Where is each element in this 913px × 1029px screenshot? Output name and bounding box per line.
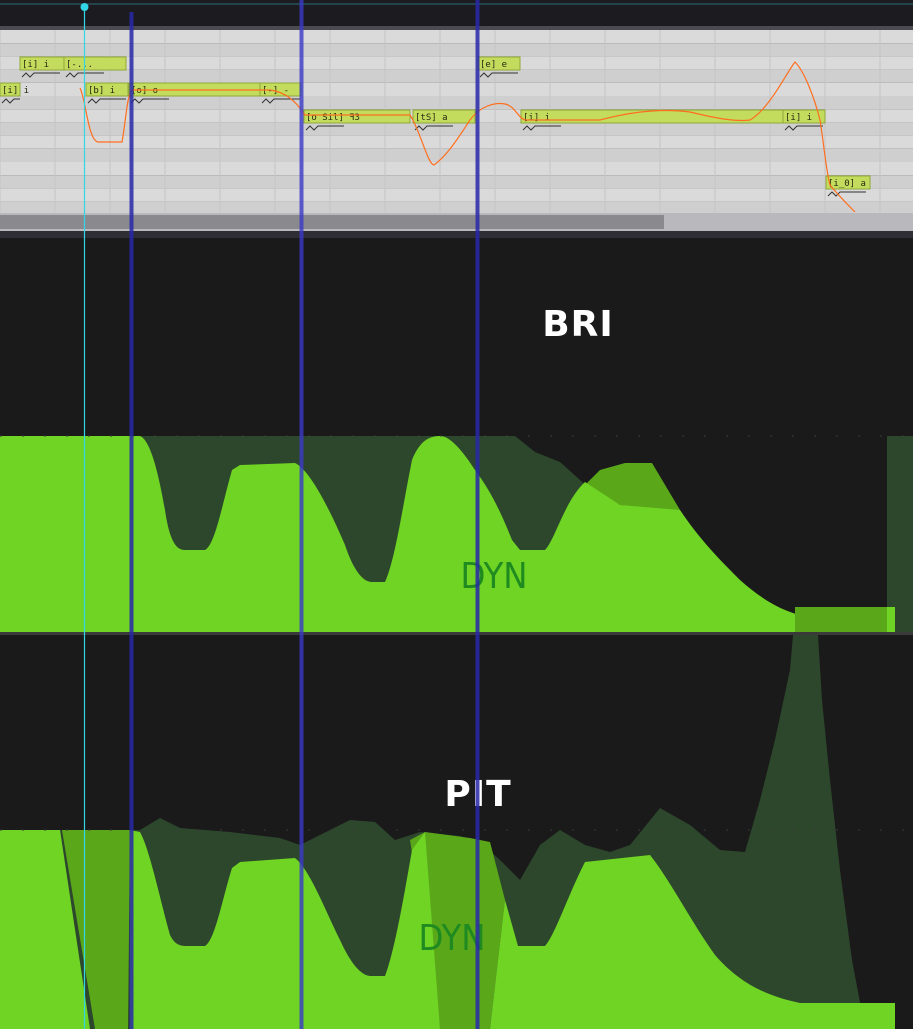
horizontal-scrollbar-thumb[interactable]	[0, 215, 664, 229]
note-body[interactable]	[85, 82, 129, 97]
pit-mid-left	[62, 830, 130, 1029]
note-block[interactable]: [tS] a	[412, 109, 476, 131]
grid-row[interactable]	[0, 96, 913, 110]
note-envelope-icon[interactable]	[65, 72, 104, 78]
note-label: [e] e	[480, 60, 507, 70]
grid-row[interactable]	[0, 175, 913, 189]
note-envelope-icon[interactable]	[827, 191, 866, 197]
note-envelope-icon[interactable]	[87, 98, 126, 104]
pitch-curve[interactable]	[79, 61, 856, 213]
note-envelope-icon[interactable]	[414, 125, 453, 131]
note-block[interactable]: [b] i	[85, 82, 129, 104]
note-envelope-icon[interactable]	[261, 98, 300, 104]
note-label: [i] i	[785, 113, 812, 123]
pit-bright-main	[130, 830, 895, 1029]
note-body[interactable]	[63, 56, 127, 71]
grid-row[interactable]	[0, 162, 913, 176]
grid-row[interactable]	[0, 135, 913, 149]
note-envelope-icon[interactable]	[784, 125, 823, 131]
note-label: [o Sil] ꟻ3	[306, 113, 360, 123]
note-body[interactable]	[412, 109, 476, 124]
bri-bright-curve	[0, 436, 895, 632]
piano-roll-editor[interactable]: [i] i[i] i[-...[b] i [o] o [-] -[o Sil] ꟻ3…	[0, 0, 913, 238]
bri-tail	[795, 607, 895, 632]
bri-dim-edge	[887, 436, 913, 632]
note-envelope-icon[interactable]	[522, 125, 561, 131]
note-block[interactable]: [-...	[63, 56, 127, 78]
note-label: [i_0] a	[828, 179, 866, 189]
parameter-lanes[interactable]: BRI DYN PIT DYN	[0, 238, 913, 1029]
grid-row[interactable]	[0, 201, 913, 215]
bri-tail-edge	[887, 607, 895, 632]
roll-bottom-border	[0, 231, 913, 238]
note-label: [i] i	[22, 60, 49, 70]
note-block[interactable]: [o Sil] ꟻ3	[303, 109, 411, 131]
note-envelope-icon[interactable]	[479, 72, 518, 78]
note-label: [i] i	[523, 113, 550, 123]
lane-divider	[0, 632, 913, 635]
grid-row[interactable]	[0, 148, 913, 162]
note-body[interactable]	[0, 82, 21, 97]
note-block[interactable]: [e] e	[477, 56, 521, 78]
timeline-ruler[interactable]	[0, 0, 913, 28]
note-label: [b] i	[88, 86, 115, 96]
grid-row[interactable]	[0, 69, 913, 83]
ruler-edge	[0, 26, 913, 30]
lane-title-pit: PIT	[444, 774, 511, 815]
note-label: [i] i	[2, 86, 29, 96]
note-block[interactable]: [i] i	[0, 82, 29, 104]
note-label: [tS] a	[415, 113, 448, 123]
note-block[interactable]: [i] i	[19, 56, 65, 78]
note-envelope-icon[interactable]	[130, 98, 169, 104]
lane-subtitle-pit: DYN	[419, 918, 486, 959]
note-block[interactable]: [i_0] a	[825, 175, 871, 197]
grid-row[interactable]	[0, 43, 913, 57]
lane-bri[interactable]: BRI DYN	[0, 304, 913, 632]
note-envelope-icon[interactable]	[1, 98, 20, 104]
pit-bright-curve	[0, 830, 90, 1029]
note-label: [o] o	[131, 86, 158, 96]
lane-title-bri: BRI	[542, 304, 614, 345]
note-envelope-icon[interactable]	[21, 72, 60, 78]
grid-row[interactable]	[0, 56, 913, 70]
note-label: [-...	[66, 60, 93, 70]
grid-row[interactable]	[0, 122, 913, 136]
lane-subtitle-bri: DYN	[461, 556, 528, 597]
lane-pit[interactable]: PIT DYN	[0, 635, 895, 1029]
grid-row[interactable]	[0, 188, 913, 202]
note-body[interactable]	[825, 175, 871, 190]
grid-row[interactable]	[0, 30, 913, 44]
note-envelope-icon[interactable]	[305, 125, 344, 131]
note-block[interactable]: [i] i	[782, 109, 826, 131]
note-body[interactable]	[782, 109, 826, 124]
note-body[interactable]	[303, 109, 411, 124]
